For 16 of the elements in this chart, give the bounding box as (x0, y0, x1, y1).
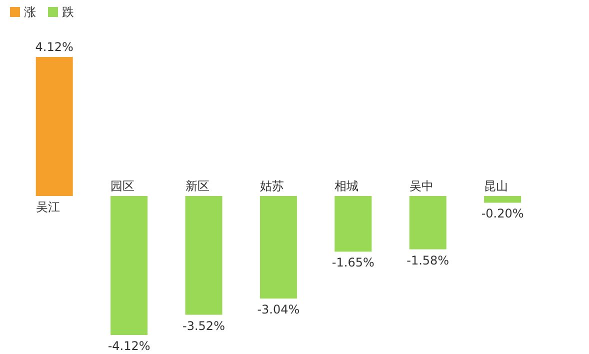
data-label: 4.12% (35, 40, 74, 54)
data-label: -1.58% (406, 253, 450, 268)
x-tick-label: 园区 (110, 179, 135, 193)
x-tick-label: 昆山 (484, 179, 508, 193)
legend-label: 跌 (62, 5, 74, 19)
data-label: -1.65% (332, 256, 374, 270)
x-tick-label: 吴江 (36, 200, 60, 214)
data-label: -3.04% (257, 302, 300, 317)
x-tick-label: 新区 (185, 179, 210, 193)
legend-label: 涨 (24, 5, 36, 19)
data-label: -3.52% (182, 318, 225, 333)
x-tick-label: 吴中 (409, 179, 434, 193)
x-tick-label: 姑苏 (260, 179, 284, 193)
data-label: -0.20% (481, 206, 524, 221)
x-tick-label: 相城 (334, 179, 359, 193)
data-label: -4.12% (108, 339, 150, 353)
